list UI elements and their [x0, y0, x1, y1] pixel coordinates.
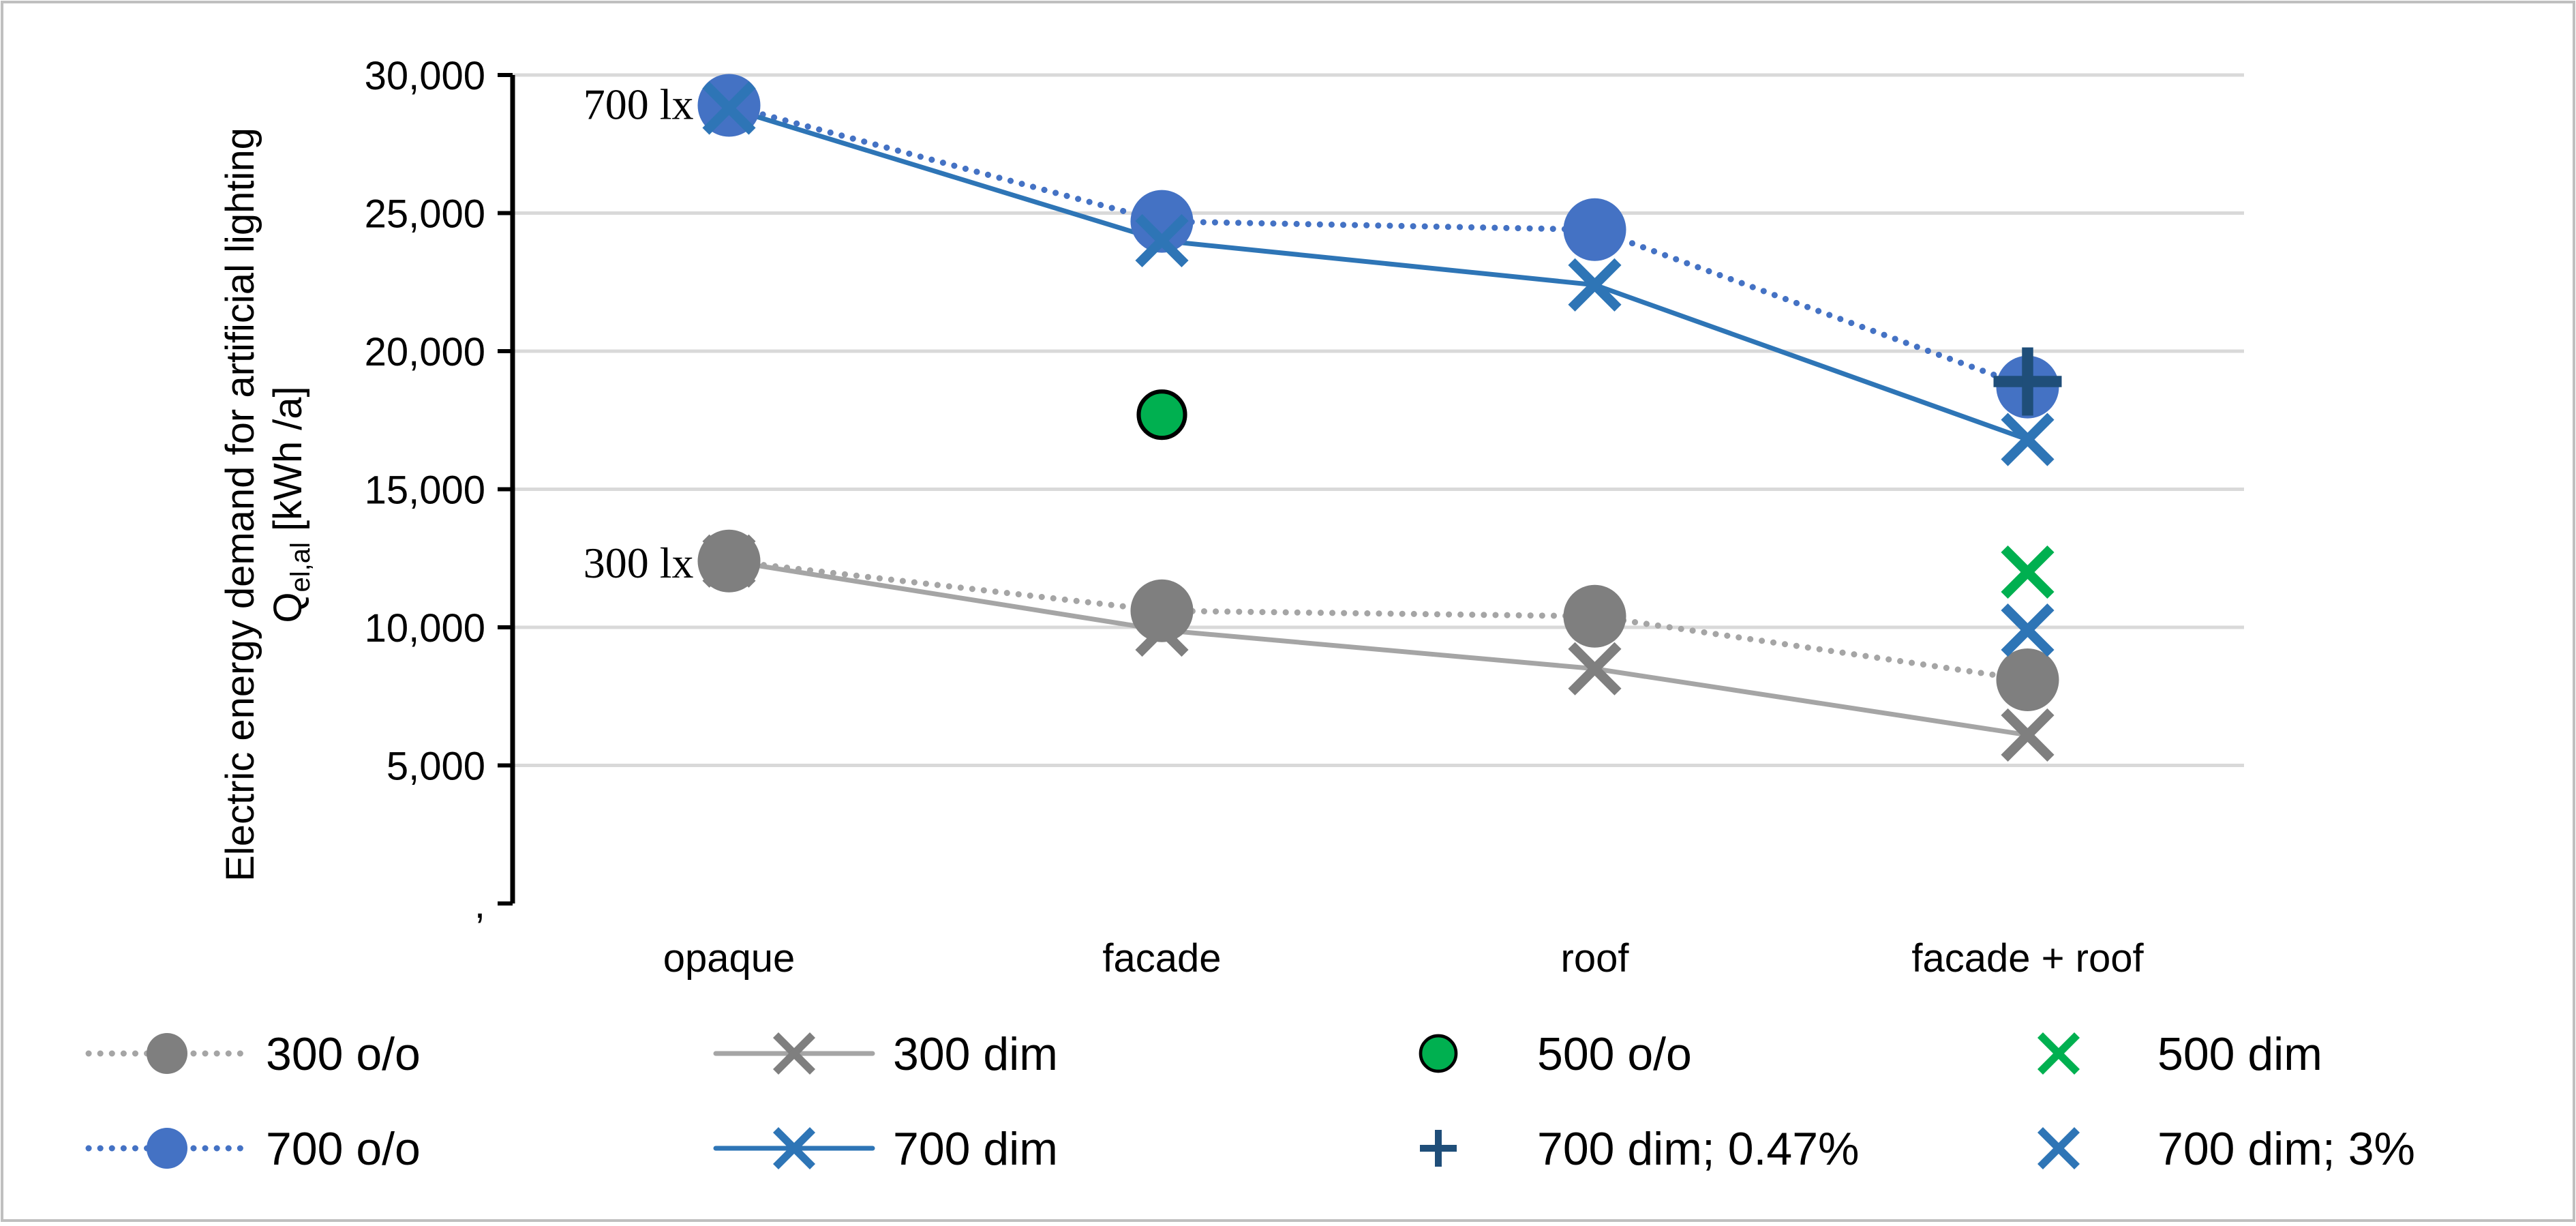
- legend-item-700-dim-3: 700 dim; 3%: [2037, 1123, 2415, 1175]
- legend-item-700-dim-0-47: 700 dim; 0.47%: [1420, 1123, 1860, 1175]
- legend-marker-500-dim: [2037, 1032, 2080, 1075]
- legend-label-700-dim: 700 dim: [893, 1123, 1058, 1175]
- legend-item-300-o-o: 300 o/o: [85, 1028, 421, 1080]
- annotation-300-lx: 300 lx: [584, 539, 694, 587]
- point-700-dim-facade: [1135, 213, 1189, 268]
- axes: 30,000 25,000 20,000 15,000 10,000 5,000, opaq…: [365, 54, 2145, 981]
- point-700-o-o-roof: [1563, 198, 1626, 261]
- y-tick-label-5000: 5,000: [387, 745, 485, 789]
- point-300-o-o-roof: [1563, 584, 1626, 648]
- legend-marker-700-dim: [772, 1126, 816, 1170]
- y-axis-title-q: Q: [266, 593, 310, 623]
- point-300-dim-opaque: [702, 534, 756, 588]
- legend-label-500-dim: 500 dim: [2157, 1028, 2322, 1080]
- point-300-o-o-facade: [1130, 579, 1194, 642]
- legend-marker-700-o-o: [147, 1128, 187, 1169]
- x-tick-label-facade-roof: facade + roof: [1911, 936, 2144, 981]
- point-700-dim-facade-roof: [2001, 413, 2055, 466]
- legend-label-300-o-o: 300 o/o: [266, 1028, 421, 1080]
- annotation-700-lx: 700 lx: [584, 80, 694, 129]
- y-axis-title-subscript: el,al: [286, 542, 316, 592]
- y-axis-title-line2: Qel,al [kWh /a]: [266, 386, 316, 623]
- point-700-dim-opaque: [702, 81, 756, 135]
- series-markers: [697, 74, 2062, 762]
- annotations: 700 lx 300 lx: [584, 80, 694, 587]
- point-700-o-o-facade: [1130, 190, 1194, 253]
- legend: 300 o/o 300 dim 500 o/o 500 dim 700 o/o 700 d…: [85, 1028, 2415, 1175]
- x-tick-label-facade: facade: [1102, 936, 1221, 981]
- legend-marker-300-o-o: [147, 1033, 187, 1074]
- series-line-300-dim: [727, 558, 2030, 738]
- y-tick-label-30000: 30,000: [365, 54, 485, 98]
- gridlines: [513, 73, 2244, 767]
- legend-label-700-dim-3: 700 dim; 3%: [2157, 1123, 2415, 1175]
- point-300-dim-facade: [1135, 603, 1189, 657]
- legend-label-700-dim-0-47: 700 dim; 0.47%: [1537, 1123, 1860, 1175]
- legend-item-700-o-o: 700 o/o: [85, 1123, 421, 1175]
- legend-item-300-dim: 300 dim: [713, 1028, 1058, 1080]
- point-700-dim-0-47-facade-roof: [1993, 347, 2062, 416]
- y-tick-label-15000: 15,000: [365, 468, 485, 513]
- y-axis-title: Electric energy demand for artificial li…: [218, 128, 316, 882]
- series-line-700-o-o: [726, 102, 2031, 391]
- series-lines: [726, 102, 2031, 738]
- legend-marker-500-o-o: [1419, 1034, 1458, 1073]
- legend-item-500-dim: 500 dim: [2037, 1028, 2322, 1080]
- point-700-dim-roof: [1568, 258, 1622, 312]
- legend-marker-700-dim-0-47: [1420, 1130, 1457, 1167]
- point-700-dim-3-facade-roof: [2001, 603, 2055, 657]
- point-500-o-o-facade: [1136, 389, 1187, 440]
- legend-label-500-o-o: 500 o/o: [1537, 1028, 1692, 1080]
- y-tick-label-20000: 20,000: [365, 330, 485, 374]
- y-tick-label-0: ,: [474, 882, 485, 927]
- y-tick-label-10000: 10,000: [365, 606, 485, 651]
- legend-label-300-dim: 300 dim: [893, 1028, 1058, 1080]
- x-tick-label-roof: roof: [1561, 936, 1630, 981]
- x-tick-label-opaque: opaque: [663, 936, 795, 981]
- point-300-o-o-facade-roof: [1996, 648, 2059, 711]
- point-300-dim-roof: [1568, 642, 1622, 696]
- y-tick-label-25000: 25,000: [365, 192, 485, 237]
- point-300-dim-facade-roof: [2001, 708, 2055, 762]
- y-axis-title-line1: Electric energy demand for artificial li…: [218, 128, 262, 882]
- legend-label-700-o-o: 700 o/o: [266, 1123, 421, 1175]
- legend-marker-300-dim: [772, 1032, 816, 1075]
- y-axis-title-unit: [kWh /a]: [266, 386, 310, 542]
- point-500-dim-facade-roof: [2001, 545, 2055, 599]
- series-line-700-dim: [727, 106, 2030, 443]
- legend-item-500-o-o: 500 o/o: [1419, 1028, 1692, 1080]
- legend-marker-700-dim-3: [2037, 1126, 2080, 1170]
- legend-item-700-dim: 700 dim: [713, 1123, 1058, 1175]
- series-line-300-o-o: [726, 558, 2031, 683]
